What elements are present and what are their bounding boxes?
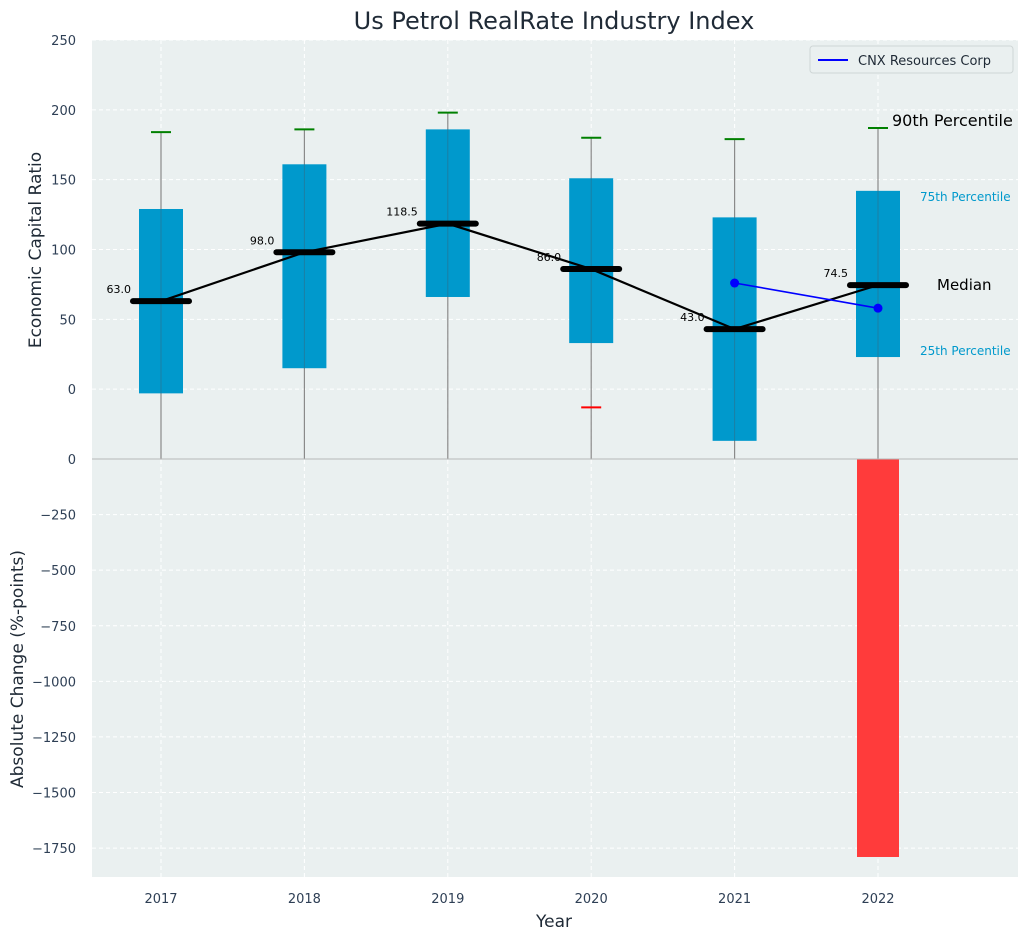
legend: CNX Resources Corp [809,45,1014,74]
bottom-y-tick-label: −250 [40,509,76,524]
median-label-2021: 43.0 [680,311,705,324]
top-y-tick-label: 0 [68,383,76,398]
top-y-axis-title: Economic Capital Ratio [26,152,46,348]
annotation-median: Median [937,276,992,294]
x-ticks: 2017 2018 2019 2020 2021 2022 [144,892,894,907]
company-line [734,282,879,309]
top-y-tick-label: 200 [51,104,76,119]
bottom-y-ticks: −250 −500 −750 −1000 −1250 −1500 −1750 [32,509,76,858]
median-label-2018: 98.0 [250,234,275,247]
legend-label: CNX Resources Corp [858,54,991,69]
x-tick-label: 2022 [861,892,894,907]
x-tick-label: 2017 [144,892,177,907]
median-label-2019: 118.5 [386,206,418,219]
top-y-tick-label: 100 [51,244,76,259]
boxes [139,129,900,441]
zero-tick-label: 0 [68,453,76,468]
median-line [160,222,879,331]
annotation-75th-percentile: 75th Percentile [920,190,1011,204]
bottom-y-tick-label: −750 [40,620,76,635]
x-tick-label: 2018 [288,892,321,907]
bottom-y-tick-label: −1250 [32,731,76,746]
bottom-y-tick-label: −500 [40,564,76,579]
legend-box [809,45,1014,74]
median-label-2017: 63.0 [107,283,132,296]
top-y-ticks: 0 50 100 150 200 250 0 [51,34,76,468]
bottom-y-tick-label: −1500 [32,787,76,802]
annotation-90th-percentile: 90th Percentile [892,111,1013,130]
bottom-y-axis-title: Absolute Change (%-points) [8,550,28,788]
annotation-25th-percentile: 25th Percentile [920,344,1011,358]
bottom-y-tick-label: −1000 [32,675,76,690]
bottom-y-tick-label: −1750 [32,842,76,857]
top-y-tick-label: 250 [51,34,76,49]
x-tick-label: 2019 [431,892,464,907]
x-tick-label: 2021 [718,892,751,907]
company-series [730,278,883,313]
change-bar-2022 [857,459,899,857]
company-point-2021 [730,278,740,288]
median-labels: 63.0 98.0 118.5 86.0 43.0 74.5 [107,206,849,324]
top-y-tick-label: 150 [51,174,76,189]
top-y-tick-label: 50 [59,313,76,328]
x-tick-label: 2020 [575,892,608,907]
p90-markers [151,111,888,141]
median-label-2022: 74.5 [824,267,849,280]
x-axis-title: Year [535,912,572,932]
company-point-2022 [873,303,883,313]
bottom-bars [857,459,899,857]
median-label-2020: 86.0 [537,251,562,264]
chart-title: Us Petrol RealRate Industry Index [354,7,755,35]
median-markers [130,220,909,333]
